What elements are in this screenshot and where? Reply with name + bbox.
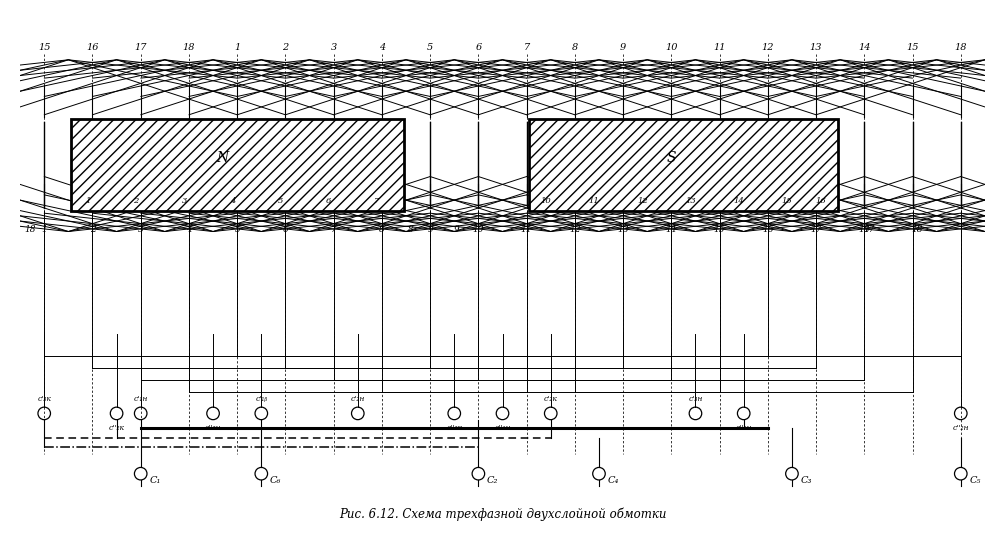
Text: C₅: C₅ — [970, 476, 981, 485]
FancyBboxPatch shape — [70, 119, 404, 211]
Text: 17: 17 — [863, 225, 875, 234]
Text: 15: 15 — [907, 43, 919, 51]
Text: 9: 9 — [620, 43, 626, 51]
Text: 4: 4 — [230, 197, 235, 205]
Text: 18: 18 — [912, 225, 924, 234]
Text: 6: 6 — [282, 225, 288, 234]
Text: 3: 3 — [182, 197, 187, 205]
Text: c''₃н: c''₃н — [205, 424, 221, 432]
Text: 5: 5 — [278, 197, 283, 205]
Text: 5: 5 — [234, 225, 240, 234]
Text: 3: 3 — [331, 43, 337, 51]
Text: 9: 9 — [427, 225, 433, 234]
Text: c'₃н: c'₃н — [688, 395, 702, 403]
Text: c'₁н: c'₁н — [134, 395, 148, 403]
Text: 2: 2 — [89, 225, 95, 234]
Text: 17: 17 — [135, 43, 147, 51]
Text: 10: 10 — [472, 225, 484, 234]
Text: c''₂к: c''₂к — [109, 424, 125, 432]
Text: 14: 14 — [734, 197, 745, 205]
Text: 8: 8 — [572, 43, 578, 51]
Text: 2: 2 — [282, 43, 288, 51]
Text: 1: 1 — [234, 43, 240, 51]
FancyBboxPatch shape — [529, 119, 838, 211]
Text: 14: 14 — [858, 43, 870, 51]
Text: 11: 11 — [589, 197, 600, 205]
Text: 18: 18 — [858, 225, 870, 234]
Text: 16: 16 — [762, 225, 774, 234]
Text: 11: 11 — [521, 225, 533, 234]
Text: 5: 5 — [427, 43, 433, 51]
Text: c''₁н: c''₁н — [736, 424, 752, 432]
Text: 16: 16 — [86, 43, 98, 51]
Text: c''₃к: c''₃к — [446, 424, 462, 432]
Text: 13: 13 — [617, 225, 629, 234]
Text: c''₁н: c''₁н — [494, 424, 511, 432]
Text: 12: 12 — [569, 225, 581, 234]
Text: 6: 6 — [475, 43, 481, 51]
Text: 15: 15 — [714, 225, 726, 234]
Text: 10: 10 — [541, 197, 552, 205]
Text: c''₂н: c''₂н — [953, 424, 969, 432]
Text: 1: 1 — [85, 197, 90, 205]
Text: C₂: C₂ — [487, 476, 498, 485]
Text: 11: 11 — [714, 43, 726, 51]
Text: 8: 8 — [408, 225, 414, 234]
Text: 6: 6 — [327, 197, 332, 205]
Text: 2: 2 — [134, 197, 139, 205]
Text: Рис. 6.12. Схема трехфазной двухслойной обмотки: Рис. 6.12. Схема трехфазной двухслойной … — [339, 508, 666, 521]
Text: S: S — [666, 151, 676, 165]
Text: C₆: C₆ — [270, 476, 281, 485]
Text: 10: 10 — [665, 43, 677, 51]
Text: 15: 15 — [782, 197, 793, 205]
Text: 7: 7 — [375, 197, 380, 205]
Text: 13: 13 — [685, 197, 696, 205]
Text: 7: 7 — [524, 43, 530, 51]
Text: 16: 16 — [815, 197, 826, 205]
Text: C₃: C₃ — [801, 476, 812, 485]
Text: 8: 8 — [379, 225, 385, 234]
Text: 17: 17 — [810, 225, 822, 234]
Text: 12: 12 — [637, 197, 648, 205]
Text: c'₁ᵦ: c'₁ᵦ — [255, 395, 267, 403]
Text: C₁: C₁ — [150, 476, 161, 485]
Text: 1: 1 — [41, 225, 47, 234]
Text: 13: 13 — [810, 43, 822, 51]
Text: N: N — [217, 151, 229, 165]
Text: 18: 18 — [955, 43, 967, 51]
Text: 4: 4 — [186, 225, 192, 234]
Text: 18: 18 — [183, 43, 195, 51]
Text: c'₃к: c'₃к — [37, 395, 51, 403]
Text: c'₂н: c'₂н — [351, 395, 365, 403]
Text: 15: 15 — [38, 43, 50, 51]
Text: 7: 7 — [331, 225, 337, 234]
Text: c'₂к: c'₂к — [544, 395, 558, 403]
Text: 18: 18 — [24, 225, 35, 234]
Text: 4: 4 — [379, 43, 385, 51]
Text: 9: 9 — [454, 225, 459, 234]
Text: C₄: C₄ — [608, 476, 619, 485]
Text: 14: 14 — [665, 225, 677, 234]
Text: 3: 3 — [138, 225, 144, 234]
Text: 12: 12 — [762, 43, 774, 51]
